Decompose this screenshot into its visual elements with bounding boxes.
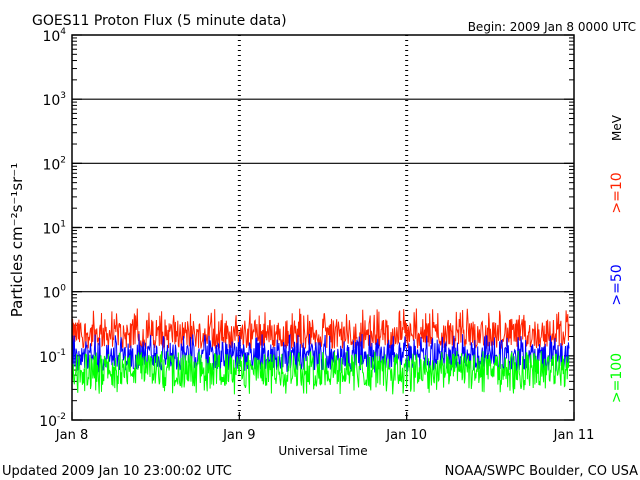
x-tick-label: Jan 10: [385, 428, 427, 443]
legend-ge100-label: >=100: [609, 353, 625, 403]
units-label: MeV: [610, 114, 624, 141]
plot-area: 10-2 10-1 100 101 102 103 104 Jan 8 Jan 9 Jan 10 J…: [39, 27, 594, 443]
x-tick-label: Jan 8: [55, 428, 88, 443]
footer-credit: NOAA/SWPC Boulder, CO USA: [445, 464, 638, 479]
y-tick-label: 10-1: [39, 348, 66, 366]
x-tick-label: Jan 9: [222, 428, 255, 443]
y-tick-label: 101: [42, 220, 66, 238]
chart-title: GOES11 Proton Flux (5 minute data): [32, 13, 287, 29]
legend-ge10-label: >=10: [609, 172, 625, 213]
y-axis-title: Particles cm⁻²s⁻¹sr⁻¹: [8, 163, 26, 317]
y-tick-label: 102: [42, 155, 66, 173]
plot-frame: [71, 34, 575, 421]
footer-updated: Updated 2009 Jan 10 23:00:02 UTC: [2, 464, 232, 479]
series-line-ge100: [71, 350, 570, 395]
y-tick-label: 10-2: [39, 412, 66, 430]
y-tick-label: 100: [42, 284, 66, 302]
y-tick-label: 104: [42, 27, 66, 45]
begin-label: Begin: 2009 Jan 8 0000 UTC: [468, 20, 636, 34]
legend-ge50-label: >=50: [609, 264, 625, 305]
x-tick-label: Jan 11: [553, 428, 595, 443]
y-tick-label: 103: [42, 91, 66, 109]
x-axis-title: Universal Time: [278, 444, 367, 458]
